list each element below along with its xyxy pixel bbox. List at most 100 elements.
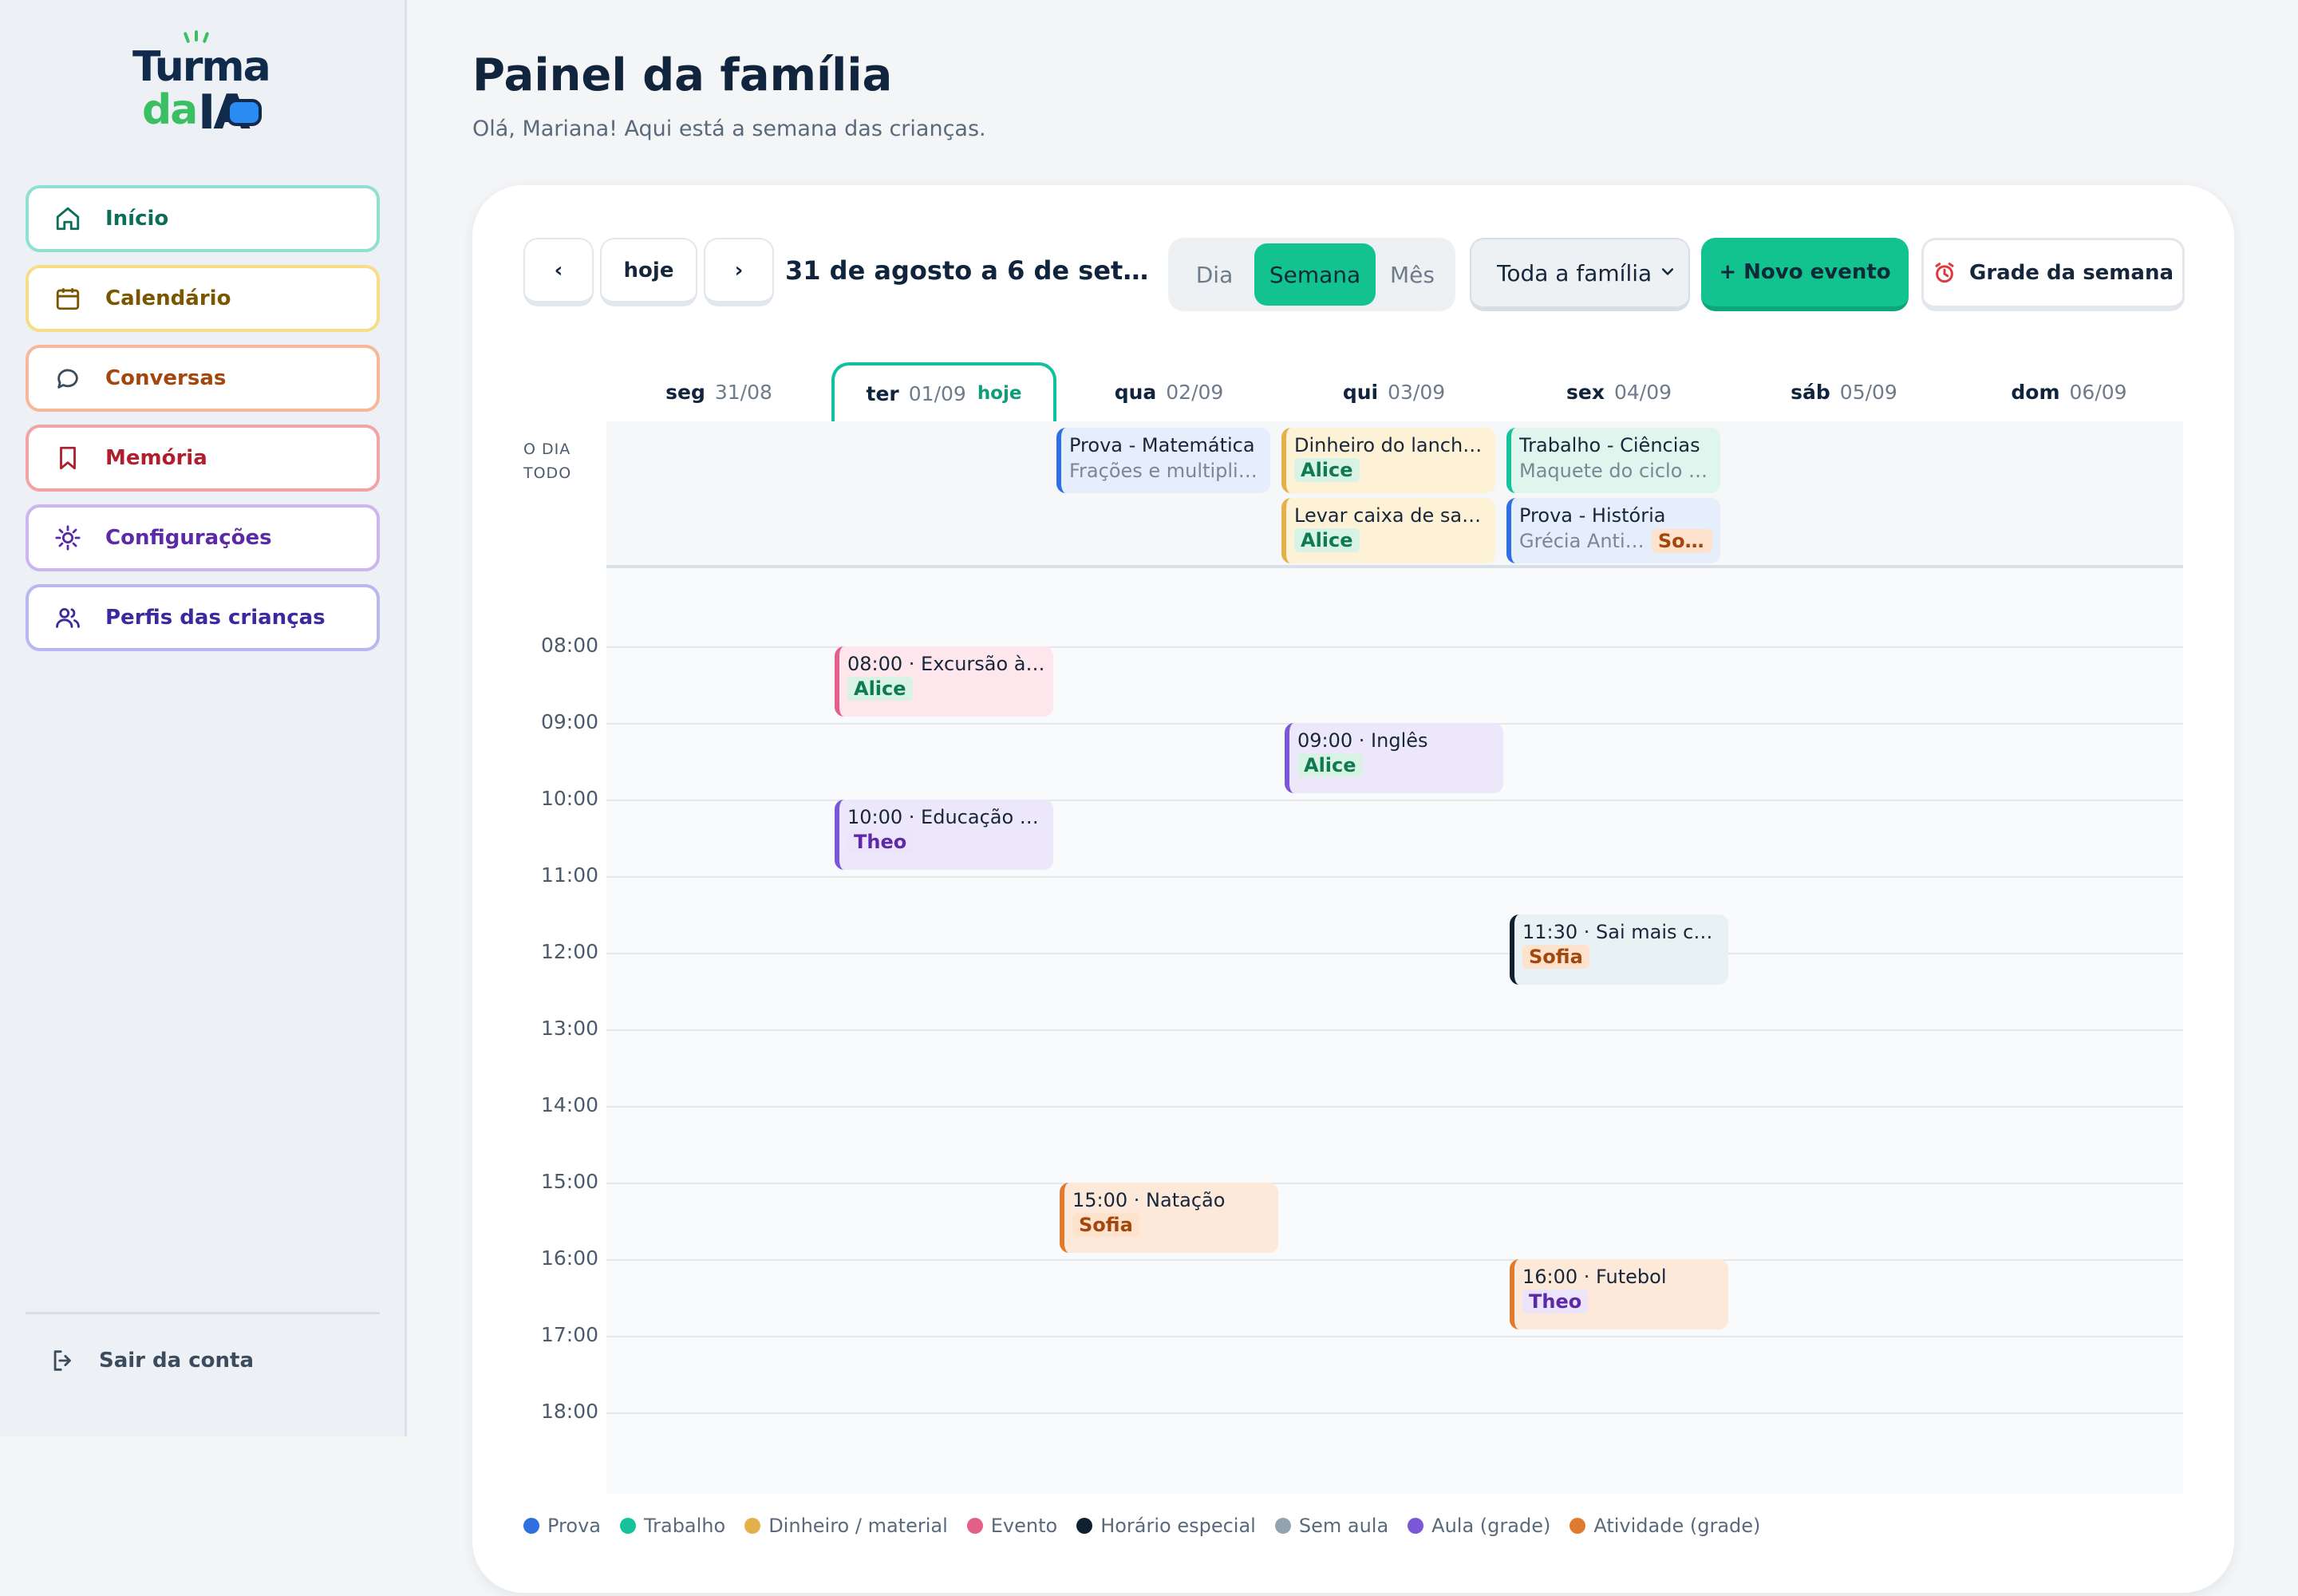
timed-event[interactable]: 15:00 · Natação Sofia: [1060, 1183, 1278, 1253]
legend-label: Sem aula: [1298, 1515, 1389, 1537]
day-header-sab[interactable]: sáb 05/09: [1731, 362, 1956, 421]
day-name: qui: [1342, 380, 1379, 404]
kid-tag: Alice: [1294, 458, 1360, 482]
day-date: 01/09: [908, 381, 966, 405]
day-header-qua[interactable]: qua 02/09: [1056, 362, 1281, 421]
legend-dot: [1274, 1518, 1291, 1534]
calendar-toolbar: ‹ hoje › 31 de agosto a 6 de setembro Di…: [523, 238, 2185, 314]
timed-event[interactable]: 09:00 · Inglês Alice: [1285, 723, 1503, 793]
allday-event[interactable]: Trabalho - Ciências Maquete do ciclo da …: [1506, 428, 1720, 493]
event-subtitle: Grécia Antiga ·: [1519, 530, 1645, 552]
logo-text-da: da: [142, 86, 198, 134]
day-header-sex[interactable]: sex 04/09: [1506, 362, 1731, 421]
sidebar-divider: [26, 1312, 380, 1314]
hour-line: [606, 1336, 2183, 1337]
today-button[interactable]: hoje: [600, 238, 697, 306]
hour-label: 14:00: [541, 1093, 599, 1116]
kid-tag: Theo: [847, 830, 914, 854]
event-title: 08:00 · Excursão à Fazenda: [847, 653, 1045, 675]
hour-label: 13:00: [541, 1017, 599, 1040]
sidebar-item-label: Conversas: [105, 366, 227, 390]
hour-label: 15:00: [541, 1170, 599, 1193]
hour-line: [606, 1029, 2183, 1031]
allday-label: O DIA TODO: [523, 440, 572, 482]
day-date: 31/08: [714, 380, 772, 404]
sidebar-item-configuracoes[interactable]: Configurações: [26, 504, 380, 571]
day-date: 03/09: [1388, 380, 1446, 404]
allday-event[interactable]: Prova - Matemática Frações e multiplicaç…: [1056, 428, 1270, 493]
sidebar-item-memoria[interactable]: Memória: [26, 425, 380, 492]
users-icon: [56, 607, 80, 628]
day-header-qui[interactable]: qui 03/09: [1281, 362, 1506, 421]
alarm-clock-icon: [1935, 263, 1954, 283]
logo-text-turma: Turma: [132, 43, 271, 91]
hour-line: [606, 646, 2183, 648]
day-date: 02/09: [1166, 380, 1224, 404]
day-name: qua: [1114, 380, 1157, 404]
new-event-button[interactable]: + Novo evento: [1701, 238, 1909, 311]
brand-logo[interactable]: Turma da IA: [129, 30, 281, 140]
calendar-card: ‹ hoje › 31 de agosto a 6 de setembro Di…: [472, 185, 2234, 1593]
event-legend: Prova Trabalho Dinheiro / material Event…: [523, 1515, 1779, 1537]
timed-event[interactable]: 11:30 · Sai mais cedo Sofia: [1510, 915, 1728, 985]
day-header-seg[interactable]: seg 31/08: [606, 362, 831, 421]
hours-grid: [606, 568, 2183, 1494]
view-month-button[interactable]: Mês: [1390, 261, 1435, 288]
sidebar-item-label: Configurações: [105, 526, 272, 550]
timed-event[interactable]: 10:00 · Educação física Theo: [835, 800, 1053, 870]
legend-label: Prova: [547, 1515, 601, 1537]
legend-label: Dinheiro / material: [768, 1515, 948, 1537]
logout-button[interactable]: Sair da conta: [49, 1347, 254, 1374]
sidebar-item-inicio[interactable]: Início: [26, 185, 380, 252]
view-switcher: Dia Semana Mês: [1168, 238, 1455, 311]
day-name: ter: [866, 381, 899, 405]
hour-line: [606, 1412, 2183, 1414]
hour-label: 17:00: [541, 1323, 599, 1346]
event-subtitle: Maquete do ciclo da água: [1519, 460, 1712, 482]
today-badge: hoje: [977, 383, 1022, 404]
sidebar-item-perfis[interactable]: Perfis das crianças: [26, 584, 380, 651]
allday-event[interactable]: Prova - História Grécia Antiga · Sofia: [1506, 498, 1720, 563]
family-filter-select[interactable]: Toda a família: [1470, 238, 1690, 311]
prev-week-button[interactable]: ‹: [523, 238, 594, 306]
logo-ray: [202, 31, 210, 44]
kid-tag: Theo: [1522, 1290, 1589, 1314]
sidebar-item-label: Calendário: [105, 286, 231, 310]
allday-event[interactable]: Levar caixa de sapato Alice: [1281, 498, 1495, 563]
timed-event[interactable]: 08:00 · Excursão à Fazenda Alice: [835, 646, 1053, 717]
legend-dot: [1408, 1518, 1424, 1534]
sidebar-item-calendario[interactable]: Calendário: [26, 265, 380, 332]
event-title: Prova - História: [1519, 504, 1666, 527]
logo-eye-icon: [227, 99, 262, 126]
new-event-label: + Novo evento: [1719, 260, 1891, 284]
chat-icon: [57, 369, 78, 389]
kid-tag: Sofia: [1072, 1213, 1139, 1237]
logo-ray: [183, 31, 191, 44]
sidebar-item-conversas[interactable]: Conversas: [26, 345, 380, 412]
timed-event[interactable]: 16:00 · Futebol Theo: [1510, 1259, 1728, 1329]
home-icon: [56, 207, 80, 231]
event-title: Levar caixa de sapato: [1294, 504, 1487, 527]
legend-label: Trabalho: [643, 1515, 726, 1537]
week-calendar: seg 31/08 ter 01/09 hoje qua 02/09 qui 03/09 …: [523, 362, 2183, 1495]
hour-line: [606, 1259, 2183, 1261]
view-day-button[interactable]: Dia: [1195, 261, 1234, 288]
next-week-button[interactable]: ›: [704, 238, 774, 306]
hour-line: [606, 953, 2183, 954]
day-name: sáb: [1791, 380, 1830, 404]
date-range-label: 31 de agosto a 6 de setembro: [785, 255, 1152, 286]
week-grid-button[interactable]: Grade da semana: [1921, 238, 2185, 311]
view-week-button[interactable]: Semana: [1254, 243, 1376, 306]
hour-label: 12:00: [541, 940, 599, 963]
day-header-ter[interactable]: ter 01/09 hoje: [831, 362, 1056, 421]
kid-tag: Alice: [1294, 528, 1360, 552]
hour-label: 16:00: [541, 1246, 599, 1270]
hour-line: [606, 876, 2183, 878]
event-title: Dinheiro do lanche da semana: [1294, 434, 1487, 456]
day-header-dom[interactable]: dom 06/09: [1956, 362, 2182, 421]
hour-label: 18:00: [541, 1400, 599, 1423]
allday-event[interactable]: Dinheiro do lanche da semana Alice: [1281, 428, 1495, 493]
legend-item: Evento: [966, 1515, 1057, 1537]
logo-ray: [195, 30, 198, 41]
bookmark-icon: [60, 446, 76, 470]
